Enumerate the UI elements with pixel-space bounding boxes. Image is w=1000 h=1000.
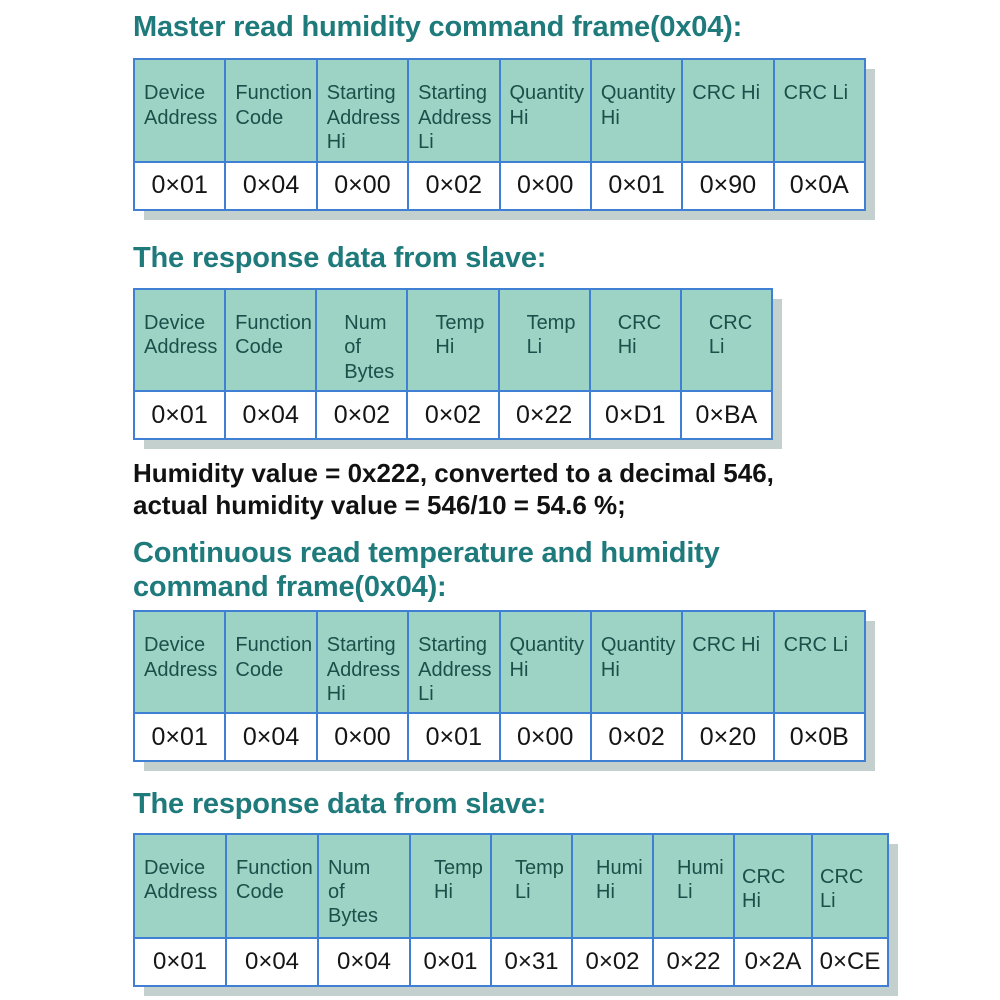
- column-header: CRC Hi: [733, 832, 813, 939]
- byte-value-cell: 0×0A: [772, 160, 867, 211]
- temp-humidity-response-frame-grid: Device Address Function Code Num of Bytes T…: [133, 832, 889, 987]
- table-temp-humidity-response-frame: Device Address Function Code Num of Bytes T…: [133, 832, 1000, 987]
- byte-value-cell: 0×D1: [588, 390, 682, 441]
- table-humidity-response-frame: Device Address Function Code Num of Bytes T…: [132, 287, 1000, 441]
- column-header: CRC Li: [772, 610, 867, 715]
- byte-value-cell: 0×22: [497, 390, 591, 441]
- column-header: Temp Hi: [409, 832, 492, 939]
- column-header: Device Address: [133, 832, 227, 939]
- column-header: Temp Li: [490, 832, 573, 939]
- byte-value-cell: 0×20: [681, 712, 775, 763]
- value-row: 0×01 0×04 0×02 0×02 0×22 0×D1 0×BA: [132, 390, 774, 441]
- column-header: Function Code: [225, 832, 319, 939]
- byte-value-cell: 0×00: [315, 160, 410, 211]
- byte-value-cell: 0×02: [571, 936, 654, 987]
- header-row: Device Address Function Code Num of Bytes T…: [133, 832, 889, 939]
- byte-value-cell: 0×01: [132, 712, 227, 763]
- column-header: CRC Li: [679, 287, 774, 393]
- byte-value-cell: 0×2A: [733, 936, 813, 987]
- header-row: Device Address Function Code Starting Addr…: [132, 58, 867, 163]
- section-heading-response-temp-humidity: The response data from slave:: [133, 788, 547, 821]
- column-header: Device Address: [132, 58, 227, 163]
- section-heading-continuous-read-command: Continuous read temperature and humidity…: [133, 537, 720, 603]
- value-row: 0×01 0×04 0×00 0×01 0×00 0×02 0×20 0×0B: [132, 712, 867, 763]
- byte-value-cell: 0×02: [589, 712, 684, 763]
- column-header: Num of Bytes: [317, 832, 411, 939]
- column-header: CRC Hi: [681, 58, 775, 163]
- byte-value-cell: 0×31: [490, 936, 573, 987]
- column-header: Quantity Hi: [498, 610, 592, 715]
- table-master-read-humidity-command-frame: Device Address Function Code Starting Addr…: [132, 58, 1000, 211]
- byte-value-cell: 0×01: [132, 390, 227, 441]
- value-row: 0×01 0×04 0×00 0×02 0×00 0×01 0×90 0×0A: [132, 160, 867, 211]
- byte-value-cell: 0×00: [498, 712, 592, 763]
- byte-value-cell: 0×00: [498, 160, 592, 211]
- column-header: Quantity Hi: [589, 58, 684, 163]
- column-header: CRC Li: [811, 832, 889, 939]
- humidity-response-frame-grid: Device Address Function Code Num of Bytes T…: [132, 287, 774, 441]
- byte-value-cell: 0×BA: [679, 390, 774, 441]
- table-continuous-read-command-frame: Device Address Function Code Starting Addr…: [132, 610, 1000, 763]
- column-header: Num of Bytes: [315, 287, 409, 393]
- master-read-humidity-command-frame-grid: Device Address Function Code Starting Addr…: [132, 58, 867, 211]
- byte-value-cell: 0×04: [224, 160, 318, 211]
- column-header: CRC Li: [772, 58, 867, 163]
- column-header: Starting Address Li: [407, 58, 501, 163]
- column-header: Starting Address Hi: [315, 58, 410, 163]
- byte-value-cell: 0×04: [317, 936, 411, 987]
- header-row: Device Address Function Code Starting Addr…: [132, 610, 867, 715]
- section-heading-response-humidity: The response data from slave:: [133, 241, 547, 274]
- column-header: Temp Li: [497, 287, 591, 393]
- byte-value-cell: 0×04: [225, 936, 319, 987]
- byte-value-cell: 0×01: [133, 936, 227, 987]
- byte-value-cell: 0×00: [315, 712, 410, 763]
- column-header: Humi Hi: [571, 832, 654, 939]
- column-header: CRC Hi: [588, 287, 682, 393]
- byte-value-cell: 0×01: [409, 936, 492, 987]
- byte-value-cell: 0×CE: [811, 936, 889, 987]
- header-row: Device Address Function Code Num of Bytes T…: [132, 287, 774, 393]
- column-header: Quantity Hi: [589, 610, 684, 715]
- humidity-conversion-note: Humidity value = 0x222, converted to a d…: [133, 458, 774, 520]
- column-header: Device Address: [132, 287, 227, 393]
- column-header: Quantity Hi: [498, 58, 592, 163]
- column-header: Starting Address Hi: [315, 610, 410, 715]
- value-row: 0×01 0×04 0×04 0×01 0×31 0×02 0×22 0×2A 0×CE: [133, 936, 889, 987]
- column-header: Function Code: [224, 610, 318, 715]
- column-header: CRC Hi: [681, 610, 775, 715]
- byte-value-cell: 0×02: [407, 160, 501, 211]
- column-header: Temp Hi: [406, 287, 500, 393]
- byte-value-cell: 0×04: [224, 712, 318, 763]
- byte-value-cell: 0×02: [315, 390, 409, 441]
- byte-value-cell: 0×0B: [772, 712, 867, 763]
- column-header: Function Code: [224, 58, 318, 163]
- byte-value-cell: 0×01: [589, 160, 684, 211]
- column-header: Function Code: [224, 287, 318, 393]
- section-heading-master-read-command: Master read humidity command frame(0x04)…: [133, 11, 743, 43]
- column-header: Humi Li: [652, 832, 735, 939]
- byte-value-cell: 0×04: [224, 390, 318, 441]
- byte-value-cell: 0×22: [652, 936, 735, 987]
- column-header: Starting Address Li: [407, 610, 501, 715]
- byte-value-cell: 0×90: [681, 160, 775, 211]
- byte-value-cell: 0×02: [406, 390, 500, 441]
- column-header: Device Address: [132, 610, 227, 715]
- byte-value-cell: 0×01: [407, 712, 501, 763]
- continuous-read-temp-humidity-command-frame-grid: Device Address Function Code Starting Addr…: [132, 610, 867, 763]
- byte-value-cell: 0×01: [132, 160, 227, 211]
